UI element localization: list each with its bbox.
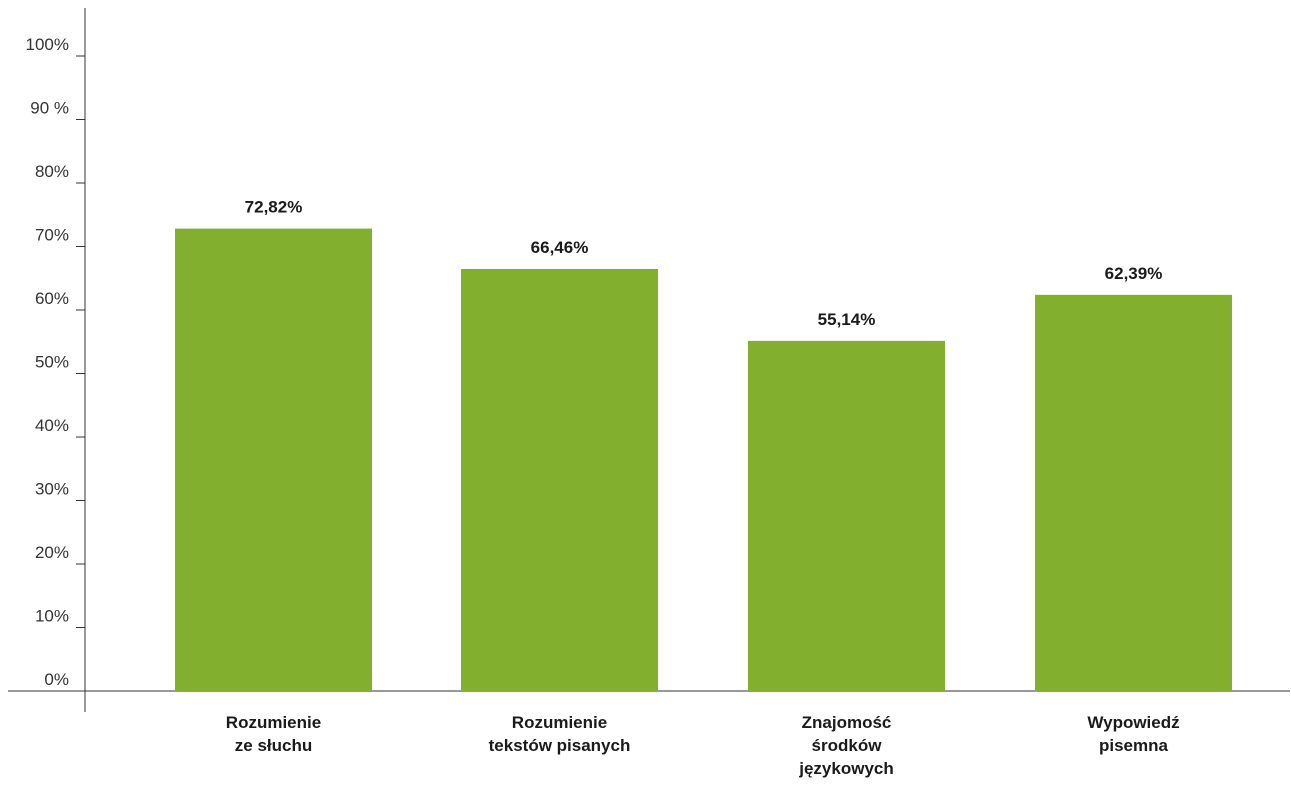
- category-labels: Rozumienie ze słuchu Rozumienie tekstów pis…: [226, 713, 1180, 778]
- y-tick-label: 0%: [44, 670, 69, 689]
- category-label: pisemna: [1099, 736, 1169, 755]
- bar-value-label: 66,46%: [531, 238, 589, 257]
- y-tick-label: 100%: [26, 35, 69, 54]
- category-label: językowych: [798, 759, 894, 778]
- category-label: ze słuchu: [235, 736, 312, 755]
- y-tick-label: 90 %: [30, 99, 69, 118]
- category-label: Wypowiedź: [1087, 713, 1179, 732]
- y-tick-label: 60%: [35, 289, 69, 308]
- y-tick-label: 20%: [35, 543, 69, 562]
- y-tick-label: 50%: [35, 353, 69, 372]
- y-tick-label: 70%: [35, 226, 69, 245]
- y-tick-label: 10%: [35, 607, 69, 626]
- bar: [461, 268, 658, 691]
- category-label: tekstów pisanych: [489, 736, 631, 755]
- bar: [175, 228, 372, 691]
- category-label: Rozumienie: [512, 713, 607, 732]
- bar: [1035, 294, 1232, 691]
- bar-value-label: 72,82%: [245, 198, 303, 217]
- y-tick-label: 30%: [35, 480, 69, 499]
- category-label: Znajomość: [802, 713, 892, 732]
- bar: [748, 340, 945, 691]
- bars: [175, 228, 1232, 691]
- category-label: Rozumienie: [226, 713, 321, 732]
- bar-value-label: 62,39%: [1105, 264, 1163, 283]
- y-tick-label: 40%: [35, 416, 69, 435]
- y-axis: 0% 10% 20% 30% 40% 50% 60% 70% 80% 90 % 100%: [26, 8, 86, 712]
- data-labels: 72,82% 66,46% 55,14% 62,39%: [245, 198, 1163, 329]
- category-label: środków: [812, 736, 883, 755]
- y-tick-label: 80%: [35, 162, 69, 181]
- bar-value-label: 55,14%: [818, 310, 876, 329]
